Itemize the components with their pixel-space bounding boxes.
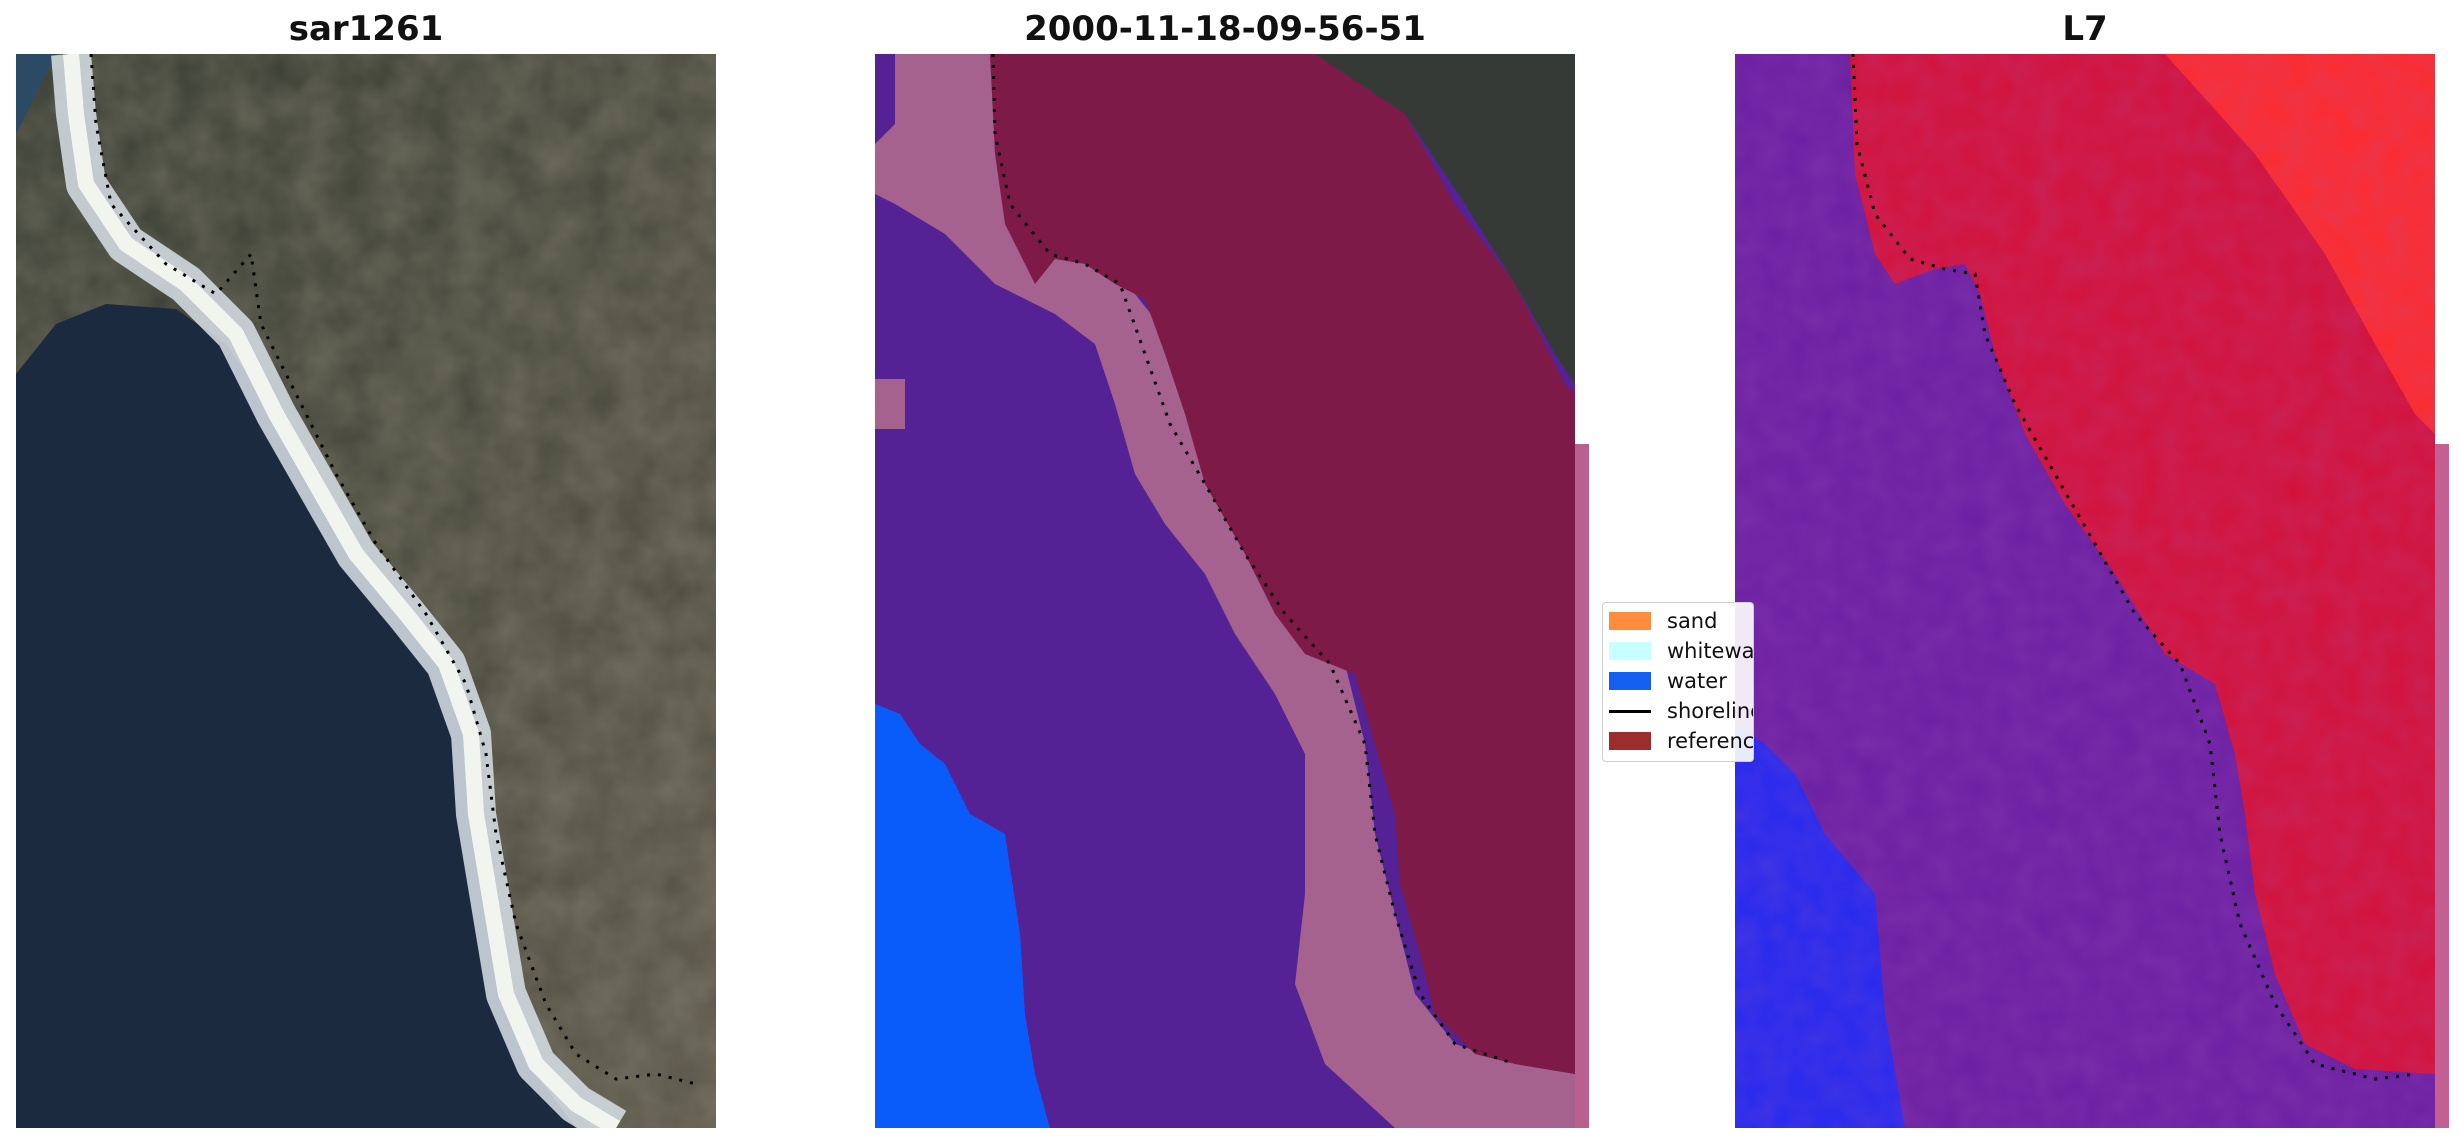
legend-label: shoreline [1667, 699, 1754, 723]
legend-label: sand [1667, 609, 1718, 633]
classified-image [875, 54, 1589, 1128]
legend: sand whitewater water shoreline referenc… [1602, 602, 1754, 762]
shoreline [991, 54, 1516, 1066]
land-class [990, 54, 1575, 1074]
nearshore-water [16, 54, 56, 134]
panel-title-l7: L7 [2062, 9, 2108, 49]
legend-label: reference [1667, 729, 1754, 753]
l7-image [1735, 54, 2449, 1128]
dark-land-corner [1315, 54, 1575, 384]
legend-swatch-whitewater [1609, 642, 1651, 660]
legend-swatch-reference [1609, 732, 1651, 750]
shoreline [89, 54, 697, 1086]
legend-swatch-water [1609, 672, 1651, 690]
whitewater-class [875, 54, 1575, 1128]
water-area [16, 304, 576, 1128]
legend-item-sand: sand [1603, 606, 1717, 636]
legend-item-whitewater: whitewater [1603, 636, 1754, 666]
legend-label: whitewater [1667, 639, 1754, 663]
deep-water-class [875, 704, 1050, 1128]
legend-label: water [1667, 669, 1727, 693]
legend-item-reference: reference [1603, 726, 1754, 756]
reference-strip [1575, 444, 1589, 1128]
rgb-satellite-image [16, 54, 716, 1128]
shoreline [1851, 54, 2416, 1081]
legend-line-shoreline [1609, 709, 1651, 713]
panel-title-classified: 2000-11-18-09-56-51 [1024, 9, 1426, 49]
reference-strip [2435, 444, 2449, 1128]
legend-item-water: water [1603, 666, 1727, 696]
panel-title-rgb: sar1261 [288, 9, 444, 49]
legend-swatch-sand [1609, 612, 1651, 630]
legend-item-shoreline: shoreline [1603, 696, 1754, 726]
